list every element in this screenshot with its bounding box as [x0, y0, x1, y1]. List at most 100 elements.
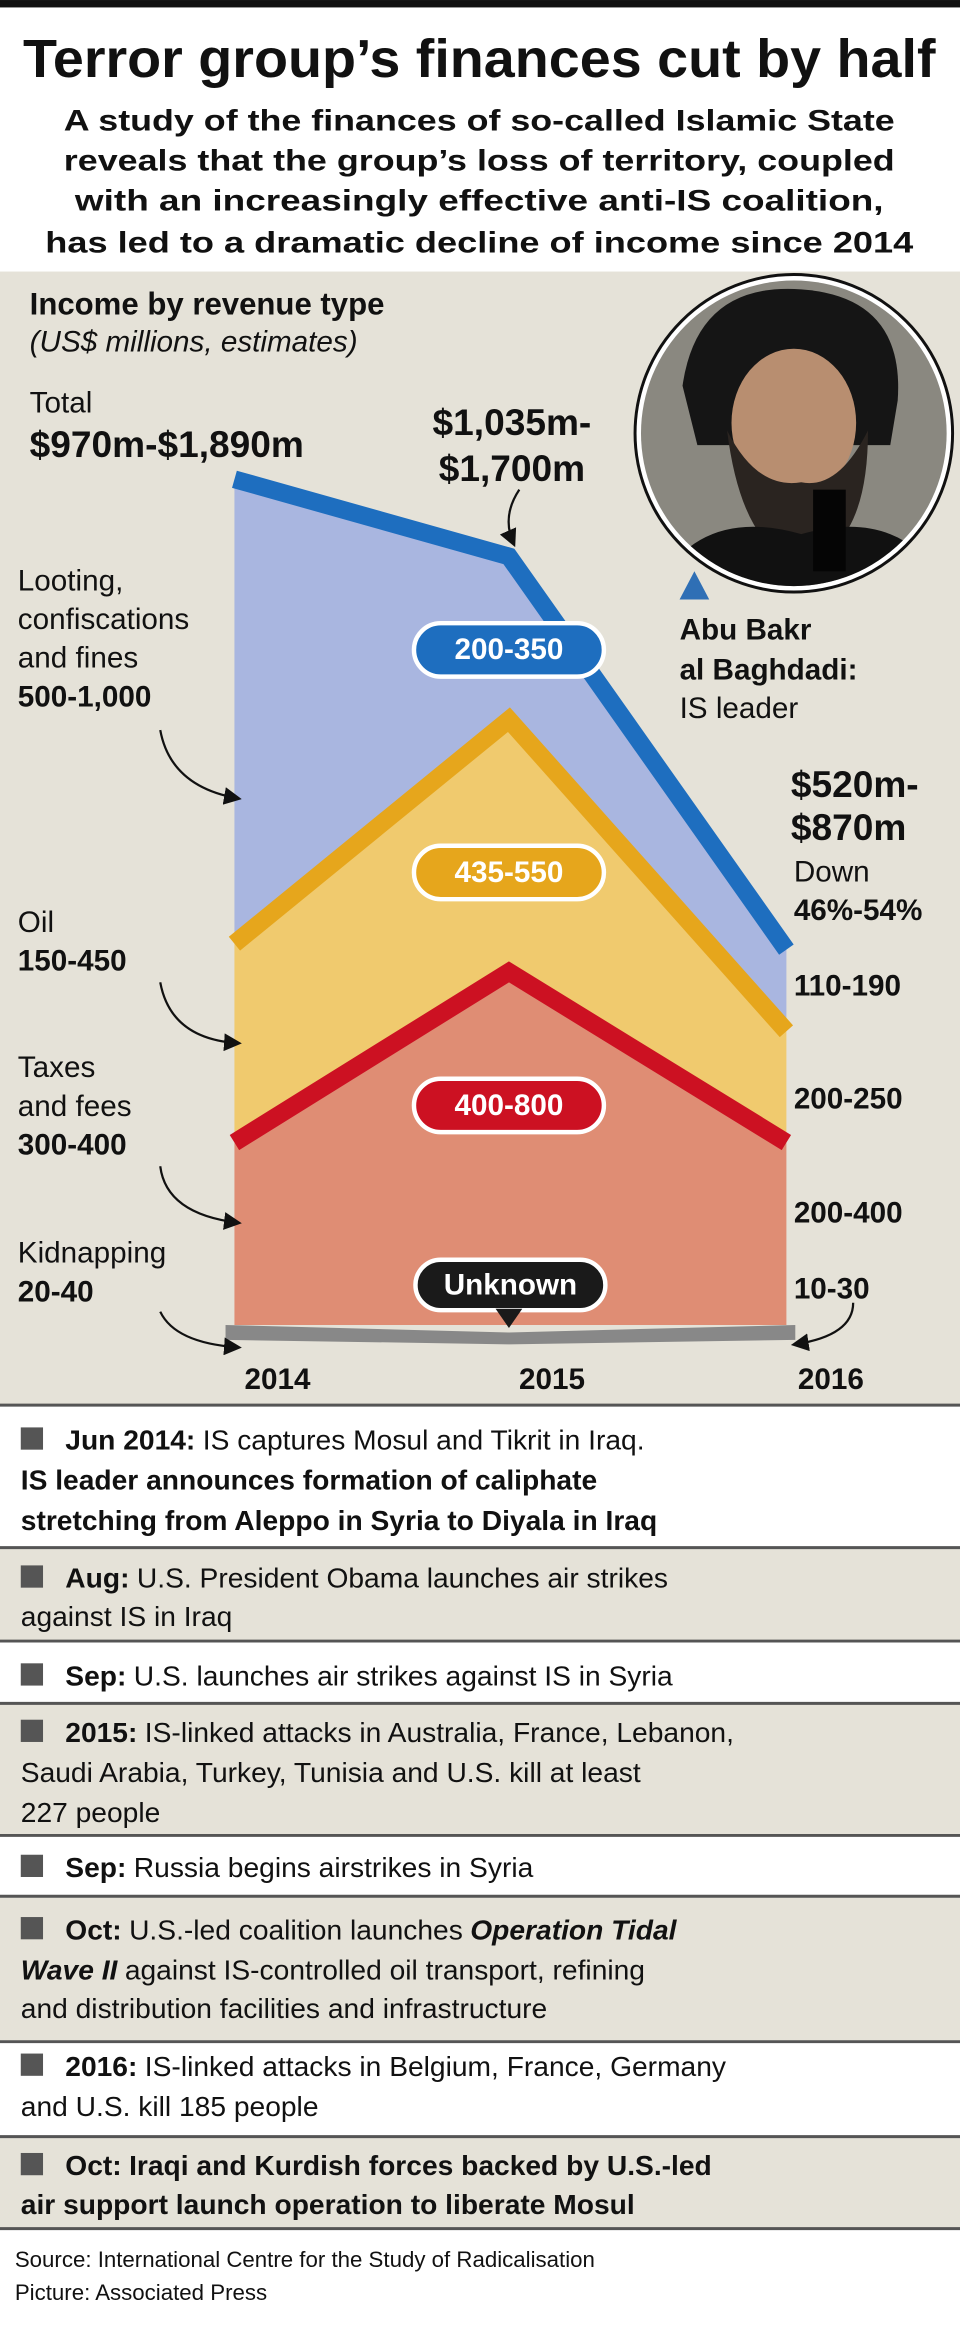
event-text: U.S. launches air strikes against IS in …	[134, 1660, 673, 1692]
line-oil	[228, 707, 794, 1038]
event-line: and U.S. kill 185 people	[21, 2090, 319, 2122]
event-line: against IS in Iraq	[21, 1600, 233, 1632]
chart-heading: Income by revenue type	[30, 287, 385, 322]
event-text: U.S. President Obama launches air strike…	[137, 1562, 668, 1594]
event-text: IS-linked attacks in Belgium, France, Ge…	[145, 2050, 727, 2082]
area-kidnapping	[225, 1325, 796, 1345]
total-2016: $870m	[791, 806, 906, 848]
year-label: 2016	[798, 1363, 864, 1396]
subtitle: has led to a dramatic decline of income …	[45, 226, 914, 259]
value-2016: 10-30	[794, 1272, 870, 1305]
pill-pointer	[495, 1308, 523, 1328]
change: Down	[794, 855, 870, 888]
category-name: Oil	[18, 906, 54, 939]
title: Terror group’s finances cut by half	[23, 30, 936, 89]
category-name: and fees	[18, 1090, 132, 1123]
value-2015: 200-350	[455, 633, 564, 666]
row	[0, 2136, 960, 2229]
subtitle: with an increasingly effective anti-IS c…	[74, 185, 884, 218]
year-label: 2014	[244, 1363, 310, 1396]
bullet	[20, 2152, 44, 2176]
timeline: Jun 2014: IS captures Mosul and Tikrit in…	[0, 1403, 960, 2231]
event-line: 2016: IS-linked attacks in Belgium, Franc…	[65, 2050, 727, 2082]
pill	[411, 1076, 607, 1135]
event-date: Oct:	[65, 1913, 121, 1945]
row	[0, 1405, 960, 1548]
row	[0, 1547, 960, 1642]
pill	[411, 843, 607, 902]
arrow	[790, 1302, 855, 1352]
event-date: 2015:	[65, 1716, 137, 1748]
arrow	[499, 489, 521, 548]
pill	[411, 620, 607, 679]
leader-role: IS leader	[680, 692, 799, 725]
total-2016: $520m-	[791, 763, 919, 805]
row	[0, 1835, 960, 1897]
photo	[640, 280, 947, 587]
row	[0, 1896, 960, 2042]
bullet	[20, 1719, 44, 1742]
leader-name: al Baghdadi:	[680, 654, 858, 687]
event-emphasis: Operation Tidal	[470, 1913, 677, 1945]
credit: Picture: Associated Press	[15, 2280, 267, 2305]
subtitle: A study of the finances of so-called Isl…	[64, 105, 895, 138]
event-line: Saudi Arabia, Turkey, Tunisia and U.S. k…	[21, 1756, 641, 1788]
value-2015: Unknown	[444, 1268, 577, 1301]
event-date: Sep:	[65, 1851, 126, 1883]
event-text: U.S.-led coalition launches	[129, 1913, 463, 1945]
event-date: 2016:	[65, 2050, 137, 2082]
event-line: stretching from Aleppo in Syria to Diyal…	[21, 1504, 657, 1536]
value-2016: 200-400	[794, 1197, 903, 1230]
event-line: Wave II against IS-controlled oil transpo…	[21, 1953, 645, 1985]
event-emphasis: Wave II	[21, 1953, 119, 1985]
top-bar	[0, 0, 960, 8]
total-2015: $1,035m-	[433, 401, 592, 443]
value-2016: 110-190	[794, 970, 901, 1003]
bullet	[20, 1854, 44, 1877]
event-text: IS captures Mosul and Tikrit in Iraq.	[203, 1424, 645, 1456]
category-name: and fines	[18, 642, 138, 675]
event-line: 227 people	[21, 1796, 161, 1828]
event-line: air support launch operation to liberate…	[21, 2188, 635, 2220]
event-text: IS-linked attacks in Australia, France, …	[145, 1716, 734, 1748]
arrow	[159, 729, 242, 805]
source: Source: International Centre for the Stu…	[15, 2247, 595, 2272]
event-line: IS leader announces formation of calipha…	[21, 1464, 597, 1496]
event-line: Sep: Russia begins airstrikes in Syria	[65, 1851, 533, 1883]
total-2015: $1,700m	[439, 447, 585, 489]
value-2015: 400-800	[455, 1089, 564, 1122]
total-2014: $970m-$1,890m	[30, 423, 304, 465]
area-looting	[234, 479, 787, 1032]
year-label: 2015	[519, 1363, 585, 1396]
arrow	[159, 1166, 242, 1230]
event-date: Oct:	[65, 2149, 121, 2181]
line-looting	[232, 470, 794, 955]
change: 46%-54%	[794, 894, 923, 927]
event-line: 2015: IS-linked attacks in Australia, Fra…	[65, 1716, 734, 1748]
bullet	[20, 1917, 44, 1940]
event-date: Sep:	[65, 1660, 126, 1692]
leader-name: Abu Bakr	[680, 614, 812, 647]
event-date: Aug:	[65, 1562, 129, 1594]
arrow	[159, 982, 242, 1052]
value-2015: 435-550	[455, 856, 564, 889]
event-line: Oct: Iraqi and Kurdish forces backed by U…	[65, 2149, 711, 2181]
event-text: Russia begins airstrikes in Syria	[134, 1851, 534, 1883]
bullet	[20, 1427, 44, 1450]
category-name: Taxes	[18, 1051, 95, 1084]
bullet	[20, 1663, 44, 1686]
event-line: Oct: U.S.-led coalition launches Operation…	[65, 1913, 677, 1945]
event-line: Aug: U.S. President Obama launches air st…	[65, 1562, 668, 1594]
value-2014: 300-400	[18, 1128, 127, 1161]
row	[0, 1641, 960, 1704]
row	[0, 2041, 960, 2137]
event-text: Iraqi and Kurdish forces backed by U.S.-…	[129, 2149, 712, 2181]
bullet	[20, 2053, 44, 2076]
chart-note: (US$ millions, estimates)	[30, 326, 358, 359]
value-2014: 150-450	[18, 944, 127, 977]
row	[0, 1703, 960, 1836]
event-line: Jun 2014: IS captures Mosul and Tikrit in…	[65, 1424, 644, 1456]
event-text: against IS-controlled oil transport, ref…	[125, 1953, 645, 1985]
event-date: Jun 2014:	[65, 1424, 195, 1456]
